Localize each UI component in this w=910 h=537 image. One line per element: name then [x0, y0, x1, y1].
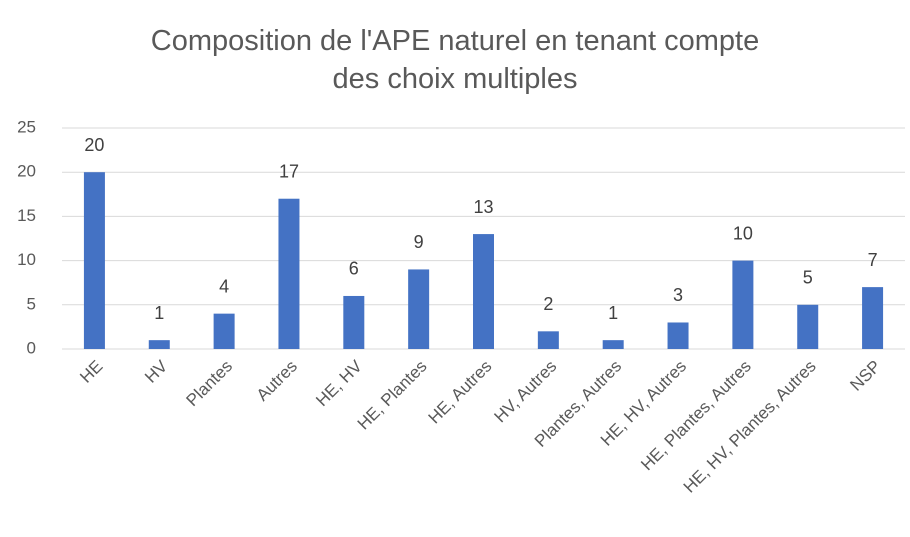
- x-tick-label: Autres: [253, 357, 301, 405]
- x-tick-label: HV: [141, 356, 172, 387]
- x-tick-label: HE, HV, Plantes, Autres: [680, 357, 820, 497]
- x-tick-label: HE, Plantes, Autres: [637, 357, 755, 475]
- y-tick-label: 15: [17, 206, 36, 225]
- bar: [473, 234, 494, 349]
- data-label: 13: [473, 197, 493, 217]
- bar: [667, 322, 689, 349]
- data-label: 1: [608, 303, 618, 323]
- x-tick-label: HE, Autres: [425, 357, 496, 428]
- x-tick-label: HV, Autres: [491, 357, 561, 427]
- y-tick-label: 20: [17, 162, 36, 181]
- x-tick-label: HE, Plantes: [354, 357, 431, 434]
- data-label: 2: [543, 294, 553, 314]
- x-tick-label: HE, HV: [312, 356, 366, 410]
- bar: [408, 269, 430, 349]
- data-label: 10: [733, 223, 753, 243]
- chart-title: Composition de l'APE naturel en tenant c…: [150, 25, 760, 95]
- bar: [537, 331, 559, 349]
- data-label: 1: [154, 303, 164, 323]
- x-tick-label: NSP: [846, 357, 884, 395]
- x-tick-label: HE: [76, 357, 106, 387]
- bar: [732, 260, 754, 349]
- data-label: 5: [803, 268, 813, 288]
- bar: [602, 340, 624, 349]
- data-label: 7: [868, 250, 878, 270]
- bar: [343, 295, 365, 349]
- y-tick-label: 0: [27, 338, 36, 357]
- bar: [862, 287, 884, 349]
- bar: [797, 304, 819, 349]
- bar: [213, 313, 235, 349]
- bar: [148, 340, 170, 349]
- data-label: 4: [219, 276, 229, 296]
- bar: [278, 198, 300, 349]
- y-tick-label: 25: [17, 117, 36, 136]
- data-label: 6: [349, 259, 359, 279]
- data-label: 9: [414, 232, 424, 252]
- bar: [83, 172, 105, 349]
- y-tick-label: 10: [17, 250, 36, 269]
- x-tick-label: Plantes: [183, 357, 237, 411]
- data-label: 17: [279, 161, 299, 181]
- data-label: 3: [673, 285, 683, 305]
- data-label: 20: [84, 135, 104, 155]
- y-tick-label: 5: [27, 294, 36, 313]
